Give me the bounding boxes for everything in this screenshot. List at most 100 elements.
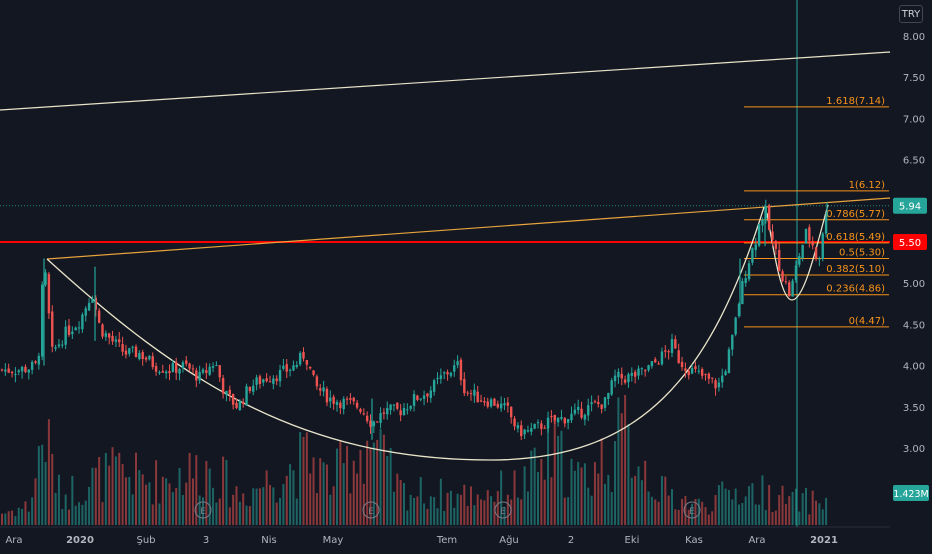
volume-bar xyxy=(352,460,355,525)
candle-body xyxy=(81,314,84,330)
candle-body xyxy=(57,344,61,347)
candle-body xyxy=(617,371,620,378)
candle-body xyxy=(198,372,201,381)
volume-bar xyxy=(496,491,499,525)
volume-bar xyxy=(490,496,493,525)
candle-body xyxy=(566,419,570,423)
candle-body xyxy=(392,404,396,406)
candle-body xyxy=(516,425,520,429)
volume-bar xyxy=(232,494,235,525)
y-tick-label: 8.00 xyxy=(903,32,925,43)
volume-bar xyxy=(470,486,472,525)
cup-curve xyxy=(46,206,765,461)
time-axis-background xyxy=(0,527,932,550)
candle-body xyxy=(526,430,530,432)
candle-body xyxy=(637,368,640,376)
volume-bar xyxy=(175,487,178,525)
candle-body xyxy=(14,373,17,376)
candle-body xyxy=(91,298,94,303)
candle-body xyxy=(188,363,191,369)
fib-level-label: 0.786(5.77) xyxy=(826,209,885,220)
volume-bar xyxy=(225,459,228,525)
volume-bar xyxy=(269,484,271,525)
volume-bar xyxy=(258,488,261,525)
candle-body xyxy=(801,244,804,259)
orange-trend-line xyxy=(46,197,891,260)
candle-body xyxy=(633,371,637,377)
candle-body xyxy=(711,377,714,379)
candle-body xyxy=(332,396,335,404)
candle-body xyxy=(767,205,771,230)
candle-body xyxy=(181,362,185,369)
candle-body xyxy=(178,369,181,374)
candle-body xyxy=(191,368,195,370)
y-tick-label: 7.00 xyxy=(903,114,925,125)
volume-bar xyxy=(145,484,148,525)
volume-bar xyxy=(37,446,40,525)
candle-body xyxy=(71,331,74,335)
candle-body xyxy=(603,397,607,408)
candle-body xyxy=(315,376,319,387)
y-tick-label: 7.50 xyxy=(903,73,925,84)
volume-bar xyxy=(24,501,27,525)
volume-bar xyxy=(637,466,640,525)
candle-body xyxy=(757,224,761,246)
volume-bar xyxy=(811,490,814,525)
candle-body xyxy=(496,403,499,408)
volume-bar xyxy=(761,475,764,525)
candle-body xyxy=(694,366,697,370)
volume-bar xyxy=(567,497,570,525)
volume-bar xyxy=(272,487,275,525)
candle-body xyxy=(754,244,757,251)
currency-badge[interactable]: TRY xyxy=(899,5,923,23)
candle-body xyxy=(473,389,476,396)
volume-bar xyxy=(191,478,194,525)
volume-bar xyxy=(513,470,516,525)
candle-body xyxy=(751,248,754,263)
volume-bar xyxy=(322,462,325,525)
candle-body xyxy=(4,369,7,372)
volume-bar xyxy=(242,493,245,525)
volume-bar xyxy=(590,495,593,525)
candle-body xyxy=(369,420,372,427)
volume-bar xyxy=(744,496,747,525)
volume-bar xyxy=(459,494,462,525)
volume-bar xyxy=(647,491,650,525)
candle-body xyxy=(379,413,382,423)
candle-body xyxy=(459,359,463,381)
candle-body xyxy=(546,417,550,429)
volume-bar xyxy=(198,495,201,525)
candle-body xyxy=(788,282,791,297)
volume-bar xyxy=(604,483,606,525)
volume-bar xyxy=(71,475,74,525)
volume-bar xyxy=(550,477,553,525)
candle-body xyxy=(47,273,51,314)
volume-bar xyxy=(215,502,218,525)
candle-body xyxy=(359,409,362,412)
volume-bar xyxy=(419,477,422,525)
candle-body xyxy=(744,278,747,283)
candle-body xyxy=(556,417,560,423)
volume-bar xyxy=(537,471,539,525)
volume-bar xyxy=(500,470,503,525)
volume-bar xyxy=(510,499,513,525)
candle-body xyxy=(365,415,369,422)
candle-body xyxy=(811,241,814,246)
candle-body xyxy=(161,371,164,373)
candle-body xyxy=(724,371,727,376)
candle-body xyxy=(64,326,67,345)
volume-bar xyxy=(21,508,24,525)
plot-area: 1.618(7.14) 1(6.12) 0.786(5.77) 0.618(5.49)… xyxy=(0,0,891,527)
volume-bar xyxy=(426,508,429,525)
volume-bar xyxy=(325,464,328,525)
candle-body xyxy=(305,360,309,365)
volume-bar xyxy=(349,493,352,525)
volume-bar xyxy=(131,494,134,525)
volume-bar xyxy=(135,452,137,525)
volume-bar xyxy=(356,473,359,525)
earnings-event-label: E xyxy=(689,507,695,517)
candle-body xyxy=(416,395,419,400)
candle-body xyxy=(288,369,292,371)
